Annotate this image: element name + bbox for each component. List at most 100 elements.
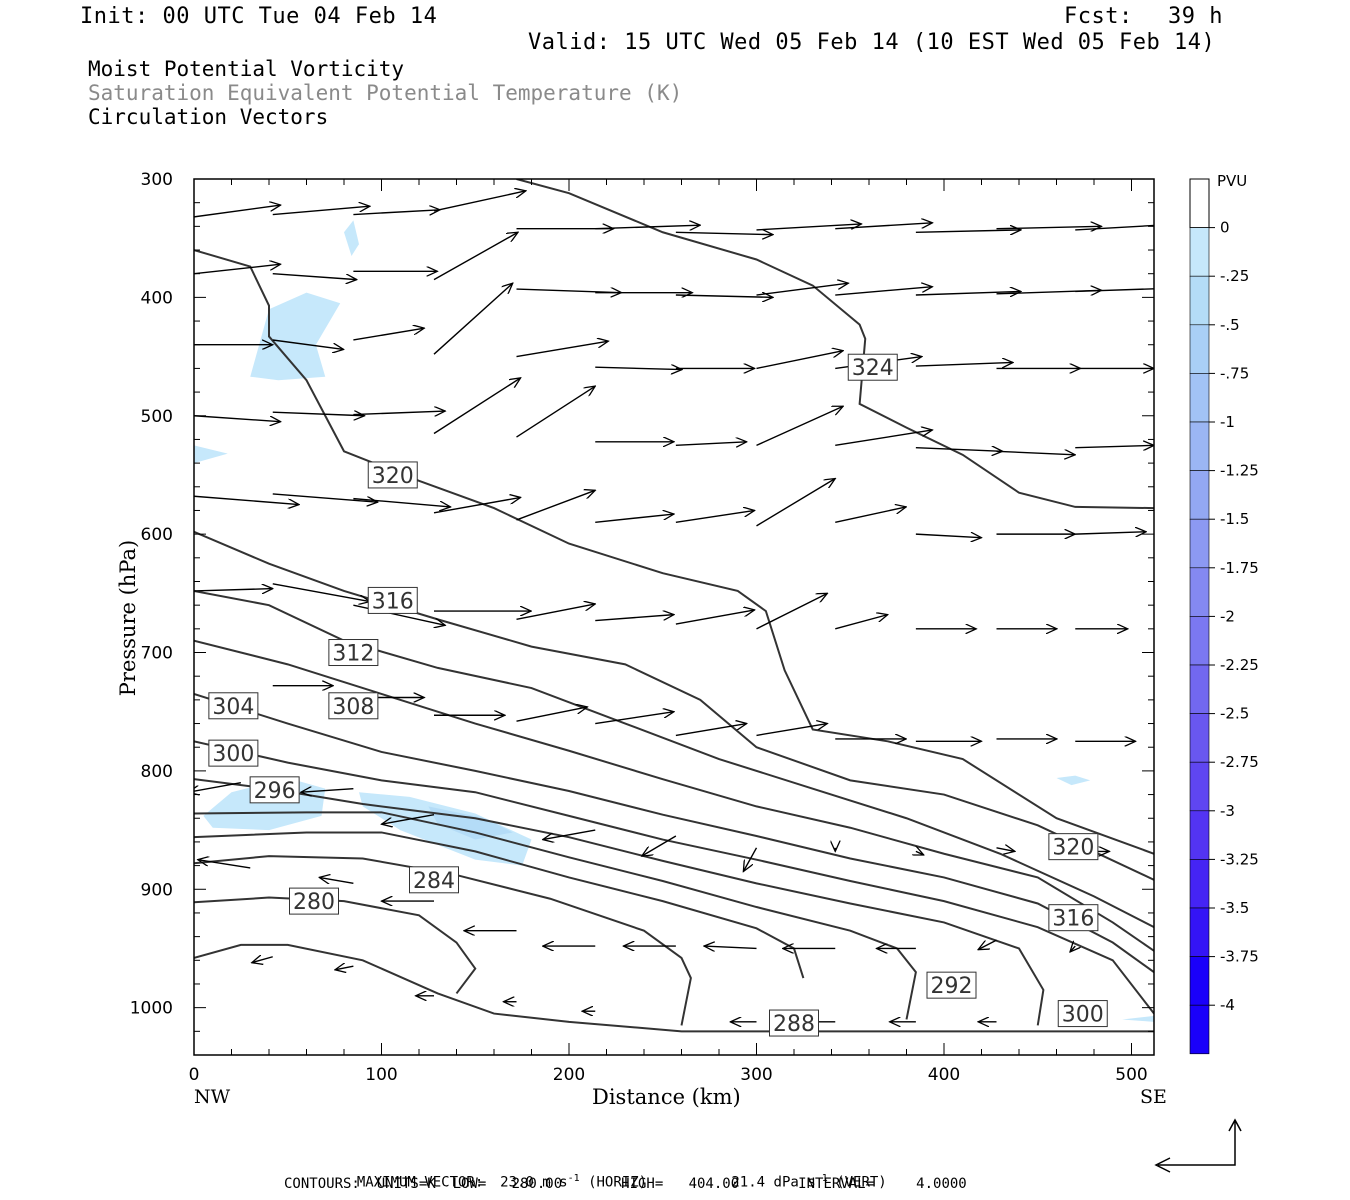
vector-arrow <box>675 295 773 297</box>
vector-arrow <box>382 814 435 824</box>
vector-arrow <box>743 847 758 872</box>
colorbar-units: PVU <box>1217 172 1247 190</box>
circulation-vectors <box>194 191 1154 1023</box>
vector-arrow <box>433 283 513 355</box>
forecast-label: Fcst: <box>1064 4 1133 29</box>
contour-label: 288 <box>773 1012 815 1037</box>
vector-arrow <box>272 583 370 602</box>
vector-arrow <box>756 406 844 446</box>
vector-arrow <box>543 829 596 839</box>
contour-label: 280 <box>293 890 335 915</box>
colorbar-swatch <box>1189 421 1210 471</box>
y-axis-title: Pressure (hPa) <box>116 539 140 697</box>
colorbar-swatch <box>1189 178 1210 229</box>
colorbar-swatch <box>1189 907 1210 957</box>
colorbar-swatch <box>1189 761 1210 812</box>
ref-vector-up-head <box>1228 1118 1242 1132</box>
vector-arrow <box>516 707 588 722</box>
vector-arrow <box>835 615 888 630</box>
vector-arrow <box>756 478 836 527</box>
theta-contour-280 <box>194 943 1154 1033</box>
colorbar-label: -3 <box>1220 802 1235 820</box>
vector-arrow <box>915 448 1003 452</box>
vector-arrow <box>915 230 1021 232</box>
mpv-shade-region <box>250 292 341 381</box>
mpv-shade-region <box>194 445 228 464</box>
field-theta-es: Saturation Equivalent Potential Temperat… <box>88 81 683 105</box>
vector-arrow <box>1075 224 1154 231</box>
footer-contour-info: CONTOURS: UNITS=K LOW= 280.00 HIGH= 404.… <box>284 1176 967 1192</box>
contour-label-box <box>367 586 418 614</box>
vector-arrow <box>272 412 365 416</box>
colorbar-label: -3.5 <box>1220 899 1249 917</box>
contour-label: 308 <box>332 695 374 720</box>
colorbar-swatch <box>1189 713 1210 763</box>
vector-arrow <box>353 210 440 215</box>
vector-arrow <box>198 860 251 869</box>
contour-label: 300 <box>1062 1003 1104 1028</box>
contour-label: 296 <box>254 779 296 804</box>
vector-arrow <box>916 851 924 855</box>
se-label: SE <box>1140 1086 1167 1108</box>
mpv-shade-region <box>359 792 532 866</box>
y-tick-label: 500 <box>141 407 173 427</box>
colorbar: PVU 0 -.25 -.5 -.75 -1 -1.25 -1.5 -1.75 -2 -2.25 -2… <box>1189 172 1259 1055</box>
field-vectors: Circulation Vectors <box>88 105 329 129</box>
vector-arrow <box>272 493 378 502</box>
colorbar-swatch <box>1189 275 1210 326</box>
contour-label-box <box>328 639 379 667</box>
theta-contours <box>194 179 1154 1033</box>
colorbar-label: -2.75 <box>1220 753 1259 771</box>
contour-label-box <box>1048 904 1099 932</box>
contour-labels: 3243203163123083043002962842803203162922… <box>208 353 1108 1037</box>
x-tick-label: 500 <box>1115 1065 1147 1085</box>
contour-label: 312 <box>332 642 374 667</box>
contour-label-box <box>328 692 379 720</box>
theta-contour-312 <box>194 589 1154 929</box>
theta-contour-308 <box>194 639 1154 952</box>
vector-arrow <box>595 712 674 725</box>
vector-arrow <box>756 724 828 737</box>
colorbar-swatch <box>1189 859 1210 909</box>
vector-arrow <box>756 224 862 231</box>
contour-label-box <box>249 776 300 804</box>
vector-arrow <box>194 495 299 504</box>
mpv-shade-region <box>1122 1015 1154 1022</box>
x-tick-label: 300 <box>740 1065 772 1085</box>
vector-arrow <box>915 291 1021 295</box>
theta-contour-320 <box>194 249 1154 855</box>
contour-label: 320 <box>1052 836 1094 861</box>
theta-contour-288 <box>194 831 805 979</box>
theta-contour-284 <box>194 855 692 1026</box>
vector-arrow <box>194 782 241 792</box>
colorbar-swatch <box>1189 470 1210 520</box>
theta-contour-296 <box>194 778 1045 1026</box>
vector-arrow <box>978 939 997 949</box>
y-tick-label: 900 <box>141 880 173 900</box>
vector-arrow <box>996 848 1015 852</box>
contour-label: 316 <box>1052 907 1094 932</box>
y-tick-label: 700 <box>141 644 173 664</box>
vector-arrow <box>516 341 609 358</box>
vector-arrow <box>433 378 521 435</box>
vector-arrow <box>252 957 273 963</box>
vector-arrow <box>433 497 521 514</box>
y-tick-label: 400 <box>141 288 173 308</box>
colorbar-swatch <box>1189 227 1210 277</box>
vector-arrow <box>353 328 424 341</box>
vector-arrow <box>675 510 755 523</box>
colorbar-swatch <box>1189 324 1210 374</box>
vector-arrow <box>756 351 844 370</box>
colorbar-label: -1.5 <box>1220 510 1249 528</box>
colorbar-label: -1 <box>1220 413 1235 431</box>
vector-arrow <box>756 283 849 296</box>
forecast-hour: 39 h <box>1168 4 1223 29</box>
colorbar-swatch <box>1189 567 1210 617</box>
colorbar-label: -4 <box>1220 996 1235 1014</box>
x-tick-label: 100 <box>365 1065 397 1085</box>
contour-label: 292 <box>931 974 973 999</box>
colorbar-label: -3.25 <box>1220 850 1259 868</box>
field-mpv: Moist Potential Vorticity <box>88 57 405 81</box>
colorbar-swatch <box>1189 373 1210 423</box>
